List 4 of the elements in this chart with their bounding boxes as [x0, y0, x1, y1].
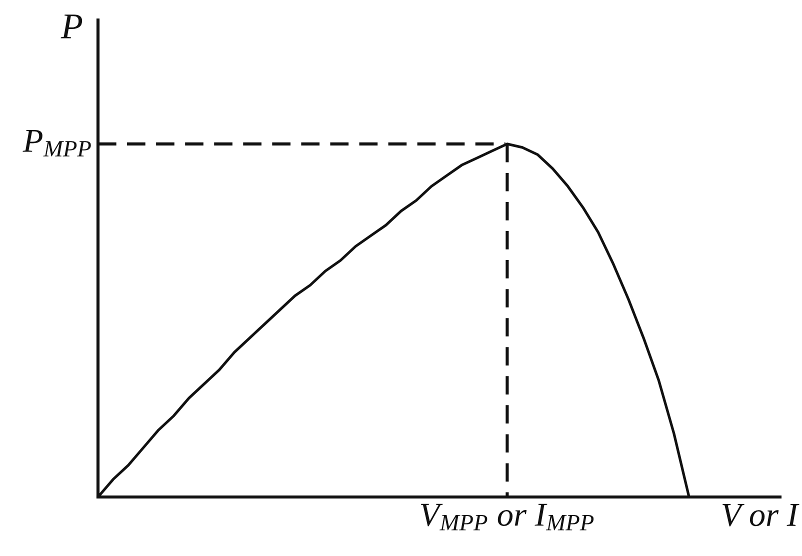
x-axis-title: V or I [722, 504, 800, 526]
y-axis-title: P [60, 14, 82, 38]
ref-line-label: P$_{MPP}$ [22, 130, 91, 156]
text: V$_{MPP}$ or I$_{MPP}$ [420, 504, 594, 530]
